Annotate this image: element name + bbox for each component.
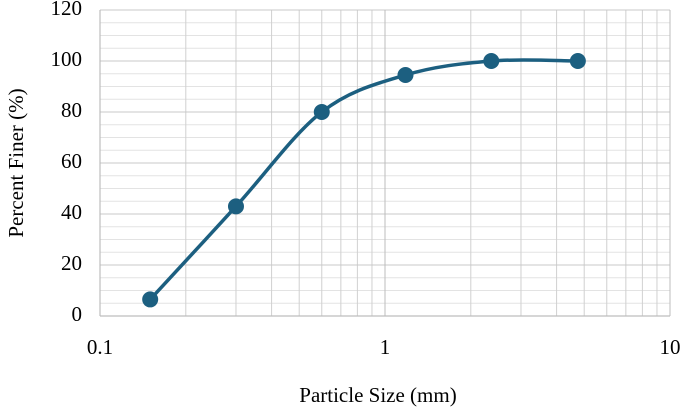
- y-tick-label: 80: [61, 98, 82, 122]
- y-tick-label: 120: [51, 0, 83, 20]
- data-point: [227, 198, 244, 215]
- data-line: [148, 58, 578, 301]
- data-point: [397, 67, 414, 84]
- y-tick-label: 40: [61, 200, 82, 224]
- x-axis-label: Particle Size (mm): [299, 383, 456, 407]
- data-point: [142, 291, 159, 308]
- y-tick-label: 20: [61, 251, 82, 275]
- y-axis-label: Percent Finer (%): [4, 88, 28, 237]
- x-tick-label: 1: [380, 335, 391, 359]
- data-point: [569, 53, 586, 69]
- x-tick-label: 0.1: [87, 335, 113, 359]
- y-tick-label: 100: [51, 47, 83, 71]
- data-point: [483, 53, 500, 69]
- data-point: [313, 104, 330, 120]
- x-tick-label: 10: [660, 335, 681, 359]
- y-tick-label: 60: [61, 149, 82, 173]
- y-tick-label: 0: [72, 302, 83, 326]
